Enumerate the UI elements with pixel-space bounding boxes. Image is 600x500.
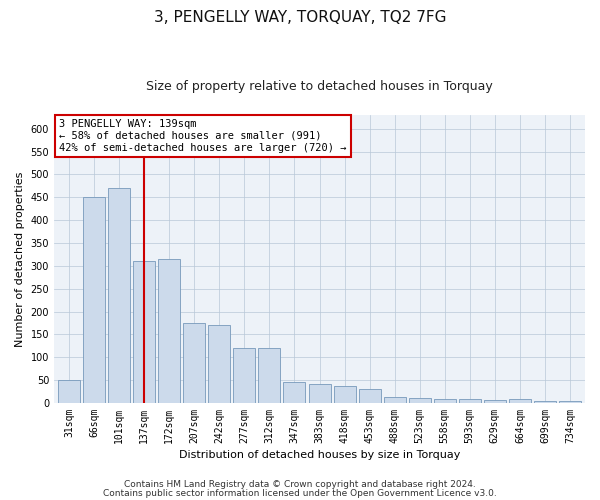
Bar	[484, 400, 506, 403]
Bar	[383, 396, 406, 403]
Bar	[509, 399, 531, 403]
Bar	[233, 348, 256, 403]
Text: 3, PENGELLY WAY, TORQUAY, TQ2 7FG: 3, PENGELLY WAY, TORQUAY, TQ2 7FG	[154, 10, 446, 25]
Bar	[158, 259, 180, 403]
Bar	[534, 400, 556, 403]
Bar	[183, 323, 205, 403]
Text: Contains HM Land Registry data © Crown copyright and database right 2024.: Contains HM Land Registry data © Crown c…	[124, 480, 476, 489]
Bar	[459, 400, 481, 403]
Bar	[83, 198, 105, 403]
Bar	[559, 401, 581, 403]
Title: Size of property relative to detached houses in Torquay: Size of property relative to detached ho…	[146, 80, 493, 93]
Bar	[334, 386, 356, 403]
Y-axis label: Number of detached properties: Number of detached properties	[15, 172, 25, 346]
Bar	[208, 325, 230, 403]
X-axis label: Distribution of detached houses by size in Torquay: Distribution of detached houses by size …	[179, 450, 460, 460]
Bar	[308, 384, 331, 403]
Bar	[108, 188, 130, 403]
Bar	[259, 348, 280, 403]
Bar	[359, 389, 380, 403]
Text: Contains public sector information licensed under the Open Government Licence v3: Contains public sector information licen…	[103, 489, 497, 498]
Bar	[434, 399, 456, 403]
Bar	[58, 380, 80, 403]
Text: 3 PENGELLY WAY: 139sqm
← 58% of detached houses are smaller (991)
42% of semi-de: 3 PENGELLY WAY: 139sqm ← 58% of detached…	[59, 120, 347, 152]
Bar	[133, 262, 155, 403]
Bar	[283, 382, 305, 403]
Bar	[409, 398, 431, 403]
